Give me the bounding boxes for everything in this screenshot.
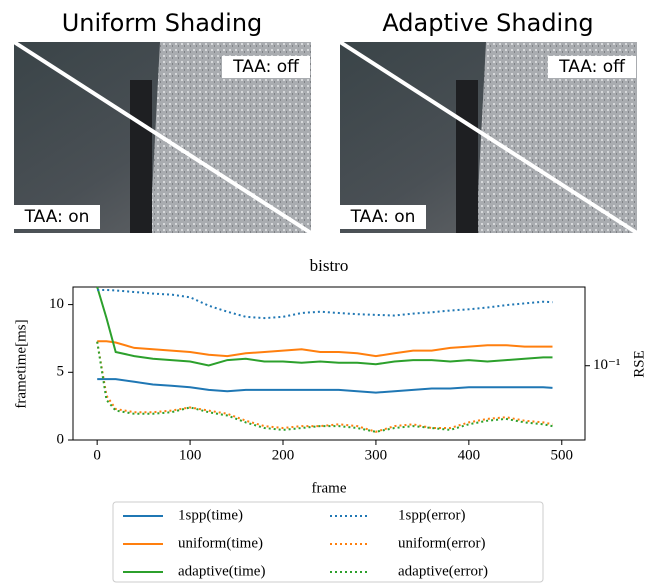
y-tick-label: 0	[57, 431, 65, 447]
series-line	[97, 379, 552, 393]
panel-title: Uniform Shading	[62, 9, 263, 37]
image-label: TAA: on	[24, 207, 90, 227]
y-axis-label: frametime[ms]	[13, 319, 29, 408]
legend-label: 1spp(time)	[178, 507, 243, 523]
x-tick-label: 400	[458, 447, 481, 463]
legend-label: adaptive(time)	[178, 563, 265, 579]
x-tick-label: 500	[551, 447, 574, 463]
series-line	[97, 341, 552, 356]
x-tick-label: 0	[93, 447, 101, 463]
image-label: TAA: off	[558, 57, 626, 77]
legend-label: 1spp(error)	[398, 507, 465, 523]
image-label: TAA: on	[350, 207, 416, 227]
chart-title: bistro	[310, 256, 349, 275]
legend-label: uniform(time)	[178, 535, 263, 551]
x-tick-label: 200	[272, 447, 295, 463]
legend-label: uniform(error)	[398, 535, 485, 551]
legend-label: adaptive(error)	[398, 563, 488, 579]
image-label: TAA: off	[232, 57, 300, 77]
y2-tick-label: 10⁻¹	[593, 357, 620, 373]
x-tick-label: 100	[179, 447, 202, 463]
figure: Uniform Shading Adaptive Shading TAA: of…	[0, 0, 657, 587]
y2-axis-label: RSE	[631, 350, 647, 378]
series-line	[97, 290, 552, 318]
y-tick-label: 5	[57, 364, 65, 380]
x-tick-label: 300	[365, 447, 388, 463]
panel-title: Adaptive Shading	[382, 9, 593, 37]
x-axis-label: frame	[312, 480, 347, 496]
series-line	[97, 287, 552, 366]
y-tick-label: 10	[49, 296, 64, 312]
